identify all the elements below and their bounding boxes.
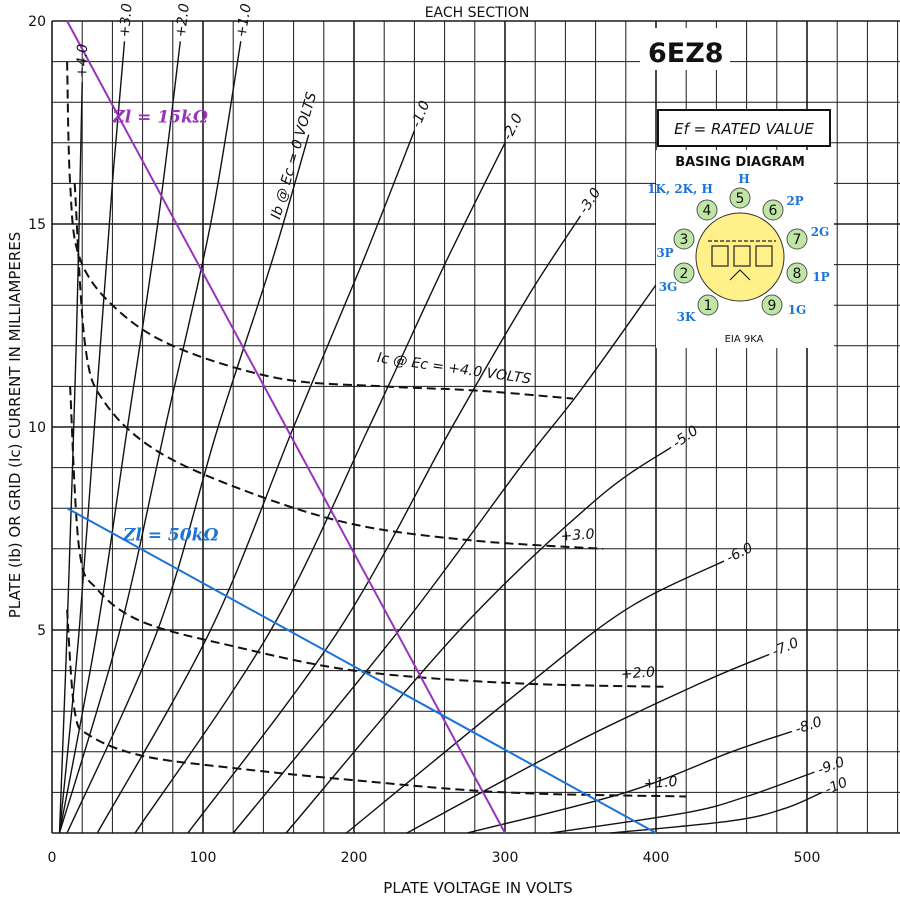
x-tick-label: 300 — [492, 850, 519, 866]
ef-label: Ef = RATED VALUE — [674, 120, 814, 138]
pins: 12 34 5 67 89 3K 3G 3P 1K, 2K, H H 2P 2G 1P 1G — [647, 172, 829, 324]
plate-curve-2-0 — [134, 142, 506, 834]
x-tick-label: 400 — [643, 850, 670, 866]
plate-curve-10 — [610, 791, 823, 834]
x-axis-title: PLATE VOLTAGE IN VOLTS — [383, 879, 572, 897]
pin-function-label: 3P — [656, 246, 673, 260]
pin-number: 5 — [736, 191, 745, 207]
pin-function-label: H — [738, 172, 749, 186]
heater-symbol — [729, 269, 751, 281]
pin-1 — [697, 294, 719, 316]
x-tick-label: 500 — [794, 850, 821, 866]
grid-current-label-2-0: +2.0 — [620, 664, 655, 682]
plate-curve-label-3-0: +3.0 — [117, 3, 136, 38]
basing-diagram-title: BASING DIAGRAM — [675, 155, 805, 170]
electrode-left — [711, 245, 729, 267]
plate-curve-5-0 — [285, 446, 672, 834]
plate-curve-label-1-0: +1.0 — [234, 2, 255, 38]
grid-current-curve-1-0 — [66, 609, 687, 798]
plate-curve-label-2-0: +2.0 — [173, 2, 193, 38]
title-backdrop — [640, 28, 730, 70]
pin-function-label: 1P — [812, 270, 829, 284]
plate-curve-6-0 — [345, 560, 725, 834]
pin-9 — [761, 294, 783, 316]
y-axis-title: PLATE (Ib) OR GRID (Ic) CURRENT IN MILLI… — [6, 232, 24, 619]
basing-diagram: BASING DIAGRAM 12 34 5 67 89 3K 3G 3P 1K, 2K, H H… — [647, 150, 834, 348]
pin-function-label: 2G — [811, 225, 830, 239]
pin-6 — [762, 199, 784, 221]
load-line-label-15k: Zl = 15kΩ — [111, 108, 208, 128]
x-tick-label: 200 — [341, 850, 368, 866]
pin-5 — [729, 187, 751, 209]
pin-number: 1 — [704, 298, 713, 314]
y-tick-label: 10 — [28, 420, 46, 436]
pin-function-label: 3G — [659, 280, 678, 294]
pin-7 — [786, 228, 808, 250]
pin-number: 8 — [793, 266, 802, 282]
pin-2 — [673, 262, 695, 284]
pin-8 — [786, 262, 808, 284]
pin-number: 4 — [703, 203, 712, 219]
pin-number: 3 — [680, 232, 689, 248]
pin-number: 6 — [769, 203, 778, 219]
electrode-middle — [733, 245, 751, 267]
plate-curve-3-0 — [187, 215, 582, 834]
plate-curve-9-0 — [550, 771, 815, 834]
grid-current-curves — [66, 61, 687, 798]
load-line-50k — [66, 507, 657, 834]
electrode-right — [755, 245, 773, 267]
plate-curve-1-0 — [96, 130, 416, 834]
x-tick-label: 100 — [190, 850, 217, 866]
pin-function-label: 2P — [786, 194, 803, 208]
pin-3 — [673, 228, 695, 250]
plate-curve-4-0 — [232, 284, 657, 834]
y-tick-label: 20 — [28, 14, 46, 30]
plate-curve-1-0 — [58, 41, 242, 834]
y-tick-label: 5 — [37, 623, 46, 639]
grid-current-curve-ic-ec-4-0-volts — [66, 61, 574, 400]
pin-function-label: 1G — [788, 303, 807, 317]
plate-curve-label-4-0: +4.0 — [74, 44, 91, 78]
each-section-label: EACH SECTION — [425, 5, 530, 21]
grid-current-curve-3-0 — [73, 183, 604, 550]
basing-standard: EIA 9KA — [725, 334, 764, 345]
load-lines: Zl = 15kΩ Zl = 50kΩ — [66, 20, 657, 834]
plate-curve-2-0 — [58, 41, 181, 834]
load-line-label-50k: Zl = 50kΩ — [122, 526, 219, 546]
grid-current-label-3-0: +3.0 — [560, 526, 595, 544]
electrode-schematic — [708, 240, 776, 281]
pin-4 — [696, 199, 718, 221]
tube-type-title: 6EZ8 — [648, 38, 724, 69]
grid-current-curve-2-0 — [69, 386, 664, 688]
plate-curve-3-0 — [58, 41, 126, 834]
plate-curve-4-0 — [58, 81, 83, 834]
pin-function-label: 1K, 2K, H — [647, 182, 713, 196]
x-tick-label: 0 — [48, 850, 57, 866]
plate-curve-ib-ec-0-volts — [66, 134, 310, 834]
grid-current-label-1-0: +1.0 — [643, 774, 678, 792]
pin-number: 9 — [768, 298, 777, 314]
plate-curve-8-0 — [467, 730, 793, 834]
plate-curves — [58, 41, 823, 834]
plate-curve-7-0 — [406, 653, 770, 834]
y-tick-label: 15 — [28, 217, 46, 233]
ef-box — [657, 109, 831, 147]
tube-envelope — [695, 212, 785, 302]
pin-number: 7 — [793, 232, 802, 248]
load-line-15k — [66, 20, 506, 834]
pin-function-label: 3K — [677, 310, 696, 324]
pin-number: 2 — [680, 266, 689, 282]
